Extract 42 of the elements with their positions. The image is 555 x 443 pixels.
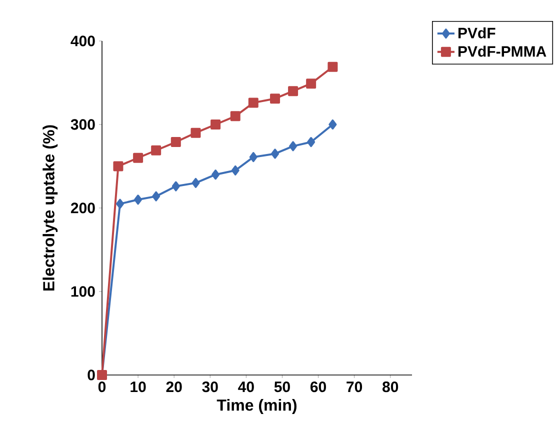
- point: [192, 178, 200, 188]
- point: [231, 165, 240, 176]
- point: [172, 181, 180, 192]
- point: [271, 148, 280, 159]
- point: [210, 119, 221, 130]
- point: [328, 62, 338, 72]
- point: [190, 128, 201, 138]
- point: [116, 198, 124, 209]
- point: [152, 191, 160, 202]
- y-tick-label: 100: [71, 286, 95, 297]
- point: [134, 194, 142, 205]
- point: [170, 137, 181, 148]
- y-tick-label: 300: [70, 119, 95, 130]
- point: [151, 145, 162, 156]
- x-tick-label: 30: [202, 382, 218, 392]
- point: [249, 152, 258, 162]
- x-tick-label: 0: [98, 382, 106, 392]
- point: [289, 141, 298, 152]
- x-tick-label: 50: [274, 382, 290, 392]
- y-tick-label: 200: [70, 202, 95, 214]
- x-axis-title: Time (min): [216, 399, 296, 414]
- point: [288, 86, 298, 96]
- x-tick-label: 40: [238, 382, 254, 392]
- x-tick-label: 80: [382, 382, 398, 392]
- point: [230, 111, 240, 122]
- point: [328, 119, 337, 130]
- legend-label: PVdF: [458, 27, 496, 38]
- point: [212, 170, 220, 180]
- x-tick-label: 20: [166, 382, 182, 392]
- point: [307, 137, 316, 148]
- point: [248, 98, 258, 108]
- y-tick-label: 400: [70, 36, 95, 46]
- point: [113, 161, 124, 172]
- point: [306, 78, 316, 89]
- x-tick-label: 10: [130, 382, 146, 392]
- point: [133, 152, 144, 163]
- x-tick-label: 70: [346, 382, 362, 392]
- y-axis-title: Electrolyte uptake (%): [42, 125, 58, 290]
- x-tick-label: 60: [310, 382, 326, 392]
- legend-label: PVdF-PMMA: [458, 46, 546, 57]
- point: [270, 94, 280, 104]
- y-tick-label: 0: [88, 370, 95, 380]
